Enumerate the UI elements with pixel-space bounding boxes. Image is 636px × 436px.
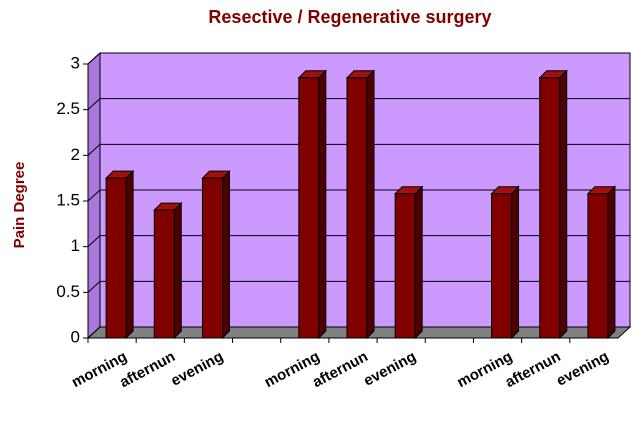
bar-side [173,201,182,340]
bar [346,77,368,339]
bar [394,193,416,339]
bar-side [414,185,423,340]
x-tick-label: evening [554,348,612,390]
y-tick-label: 0 [71,327,80,346]
grid-line [87,52,630,65]
bar [491,193,513,339]
x-tick-label: afternun [503,348,564,391]
bar [105,177,127,339]
grid-line [87,189,630,202]
y-tick-label: 1 [71,236,80,255]
bar-side [125,169,134,340]
bar-side [221,169,230,340]
bar [201,177,223,339]
bar-side [318,69,327,340]
bar-side [511,185,520,340]
grid-line [87,235,630,248]
y-tick-label: 0.5 [56,282,80,301]
y-tick-label: 1.5 [56,190,80,209]
grid-line [87,98,630,111]
y-axis-label: Pain Degree [11,162,28,249]
x-tick-label: afternun [117,348,178,391]
x-tick-label: evening [168,348,226,390]
chart-title: Resective / Regenerative surgery [208,7,491,27]
x-tick-label: evening [361,348,419,390]
x-tick-label: afternun [310,348,371,391]
bar [153,209,175,339]
y-tick-label: 2 [71,145,80,164]
bar [539,77,561,339]
grid-line [87,143,630,156]
grid-line [87,280,630,293]
y-tick-label: 3 [71,53,80,72]
bar-side [559,69,568,340]
bar-side [366,69,375,340]
bar [298,77,320,339]
grid-line [87,326,630,339]
bar-side [607,185,616,340]
y-tick-label: 2.5 [56,99,80,118]
bar [587,193,609,339]
